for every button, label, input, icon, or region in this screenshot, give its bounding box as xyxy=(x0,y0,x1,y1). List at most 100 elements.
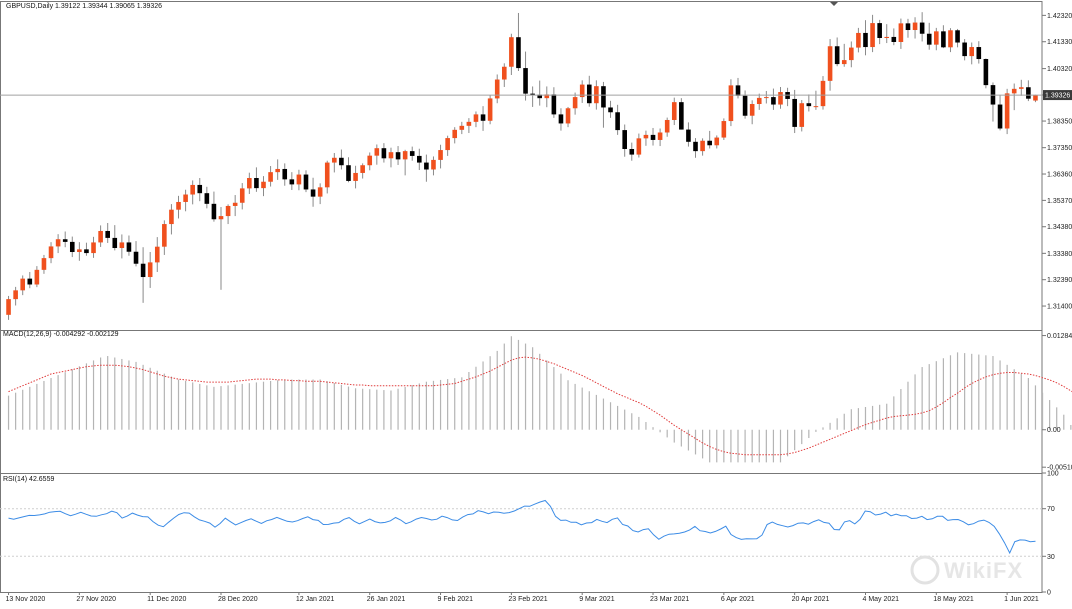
candle-bull xyxy=(360,165,365,173)
candle-bull xyxy=(460,126,465,130)
candle-bear xyxy=(608,107,613,112)
candle-bull xyxy=(722,121,727,138)
candle-bear xyxy=(877,23,882,38)
candle-bull xyxy=(884,37,889,38)
watermark: WikiFX xyxy=(912,557,1023,583)
candle-bull xyxy=(56,239,61,246)
x-tick-label: 20 Apr 2021 xyxy=(792,596,830,603)
x-tick-label: 26 Jan 2021 xyxy=(367,596,406,603)
candle-bull xyxy=(467,122,472,126)
candle-bull xyxy=(969,47,974,56)
candle-bear xyxy=(941,31,946,47)
candle-bull xyxy=(495,80,500,99)
candle-bull xyxy=(42,258,47,270)
candle-bull xyxy=(77,249,82,252)
candle-bear xyxy=(601,86,606,107)
candle-bull xyxy=(403,151,408,159)
candle-bull xyxy=(268,172,273,182)
candle-bull xyxy=(899,23,904,42)
candle-bear xyxy=(629,149,634,155)
candle-bull xyxy=(261,182,266,188)
candle-bear xyxy=(282,169,287,179)
candle-bear xyxy=(304,175,309,190)
candle-bear xyxy=(63,239,68,242)
candle-bear xyxy=(112,238,117,248)
price-y-tick-label: 1.41330 xyxy=(1047,39,1072,46)
candle-bull xyxy=(814,106,819,107)
candle-bull xyxy=(240,188,245,202)
candle-bull xyxy=(226,206,231,216)
x-tick-label: 11 Dec 2020 xyxy=(147,596,186,603)
x-tick-label: 23 Mar 2021 xyxy=(650,596,689,603)
candle-bear xyxy=(311,189,316,196)
candle-bull xyxy=(644,135,649,138)
x-tick-label: 6 Apr 2021 xyxy=(721,596,755,603)
chart-shift-triangle-icon[interactable] xyxy=(830,2,838,6)
candle-bull xyxy=(176,202,181,210)
candle-bull xyxy=(714,138,719,146)
candle-bear xyxy=(984,59,989,85)
candle-bear xyxy=(559,114,564,123)
watermark-text: WikiFX xyxy=(944,558,1023,583)
candle-bear xyxy=(105,231,110,238)
candle-bull xyxy=(6,299,11,315)
candle-bull xyxy=(948,30,953,47)
candle-bull xyxy=(488,98,493,120)
candle-bear xyxy=(998,105,1003,129)
macd-y-tick-label: 0.00 xyxy=(1047,427,1061,434)
candle-bull xyxy=(1012,89,1017,94)
candle-bull xyxy=(367,156,372,166)
candle-bull xyxy=(665,120,670,133)
current-price-label: 1.39326 xyxy=(1045,93,1070,100)
candle-bull xyxy=(842,60,847,64)
candle-bear xyxy=(920,23,925,34)
candle-bear xyxy=(254,178,259,188)
macd-y-tick-label: 0.012841 xyxy=(1047,333,1072,340)
candle-bull xyxy=(91,242,96,253)
candle-bear xyxy=(622,130,627,149)
candle-bear xyxy=(743,96,748,116)
candle-bull xyxy=(573,97,578,108)
price-y-tick-label: 1.31400 xyxy=(1047,304,1072,311)
x-tick-label: 9 Feb 2021 xyxy=(438,596,474,603)
rsi-pane-frame xyxy=(1,474,1043,593)
candle-bear xyxy=(290,179,295,184)
price-candles xyxy=(0,12,1042,320)
candle-bull xyxy=(155,247,160,263)
candle-bull xyxy=(1005,93,1010,128)
candle-bull xyxy=(700,141,705,151)
candle-bull xyxy=(438,150,443,160)
candle-bear xyxy=(410,151,415,156)
rsi-y-tick-label: 100 xyxy=(1047,471,1059,478)
candle-bear xyxy=(141,264,146,277)
candle-bull xyxy=(934,31,939,44)
candle-bull xyxy=(49,246,54,258)
candle-bull xyxy=(332,158,337,163)
candle-bear xyxy=(863,33,868,47)
candle-bear xyxy=(906,23,911,30)
x-tick-label: 28 Dec 2020 xyxy=(218,596,258,603)
price-y-tick-label: 1.35370 xyxy=(1047,198,1072,205)
candle-bear xyxy=(417,156,422,163)
price-y-tick-label: 1.40320 xyxy=(1047,66,1072,73)
candle-bear xyxy=(807,103,812,106)
candle-bull xyxy=(98,231,103,242)
candle-bear xyxy=(339,158,344,165)
candle-bear xyxy=(552,94,557,114)
candle-bear xyxy=(346,165,351,181)
candle-bull xyxy=(913,23,918,30)
candle-bear xyxy=(127,242,132,251)
grid xyxy=(0,509,1042,557)
candle-bear xyxy=(892,37,897,42)
x-tick-label: 23 Feb 2021 xyxy=(508,596,547,603)
candle-bull xyxy=(566,108,571,123)
candle-bull xyxy=(856,33,861,48)
candle-bull xyxy=(375,148,380,155)
candle-bull xyxy=(778,92,783,105)
candle-bull xyxy=(799,103,804,127)
candle-bull xyxy=(849,48,854,61)
candle-bear xyxy=(651,135,656,140)
candle-bear xyxy=(955,30,960,42)
candle-bull xyxy=(120,242,125,248)
